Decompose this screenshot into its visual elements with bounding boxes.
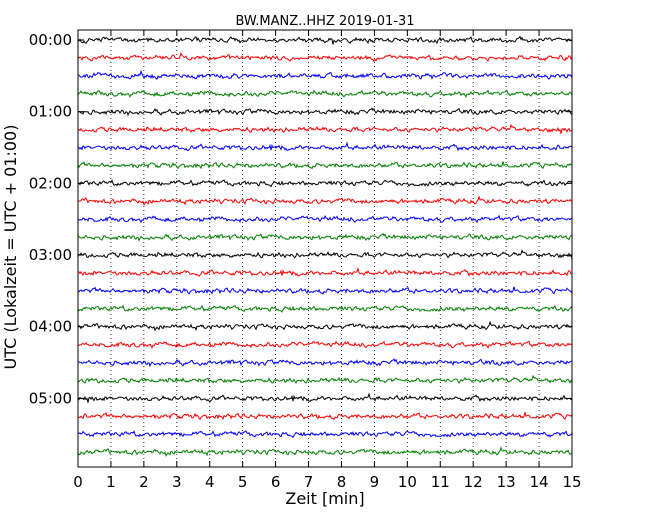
x-axis-label: Zeit [min] xyxy=(285,489,364,508)
seismogram-trace-0115 xyxy=(77,123,573,134)
x-tick-label: 14 xyxy=(530,473,549,491)
plot-frame xyxy=(77,29,573,468)
seismogram-trace-0315 xyxy=(78,267,572,277)
y-tick-label: 01:00 xyxy=(29,103,72,121)
x-tick-label: 2 xyxy=(139,473,149,491)
seismogram-trace-0000 xyxy=(77,35,573,45)
x-tick-label: 15 xyxy=(562,473,581,491)
seismogram-trace-0545 xyxy=(77,446,573,457)
x-tick-label: 13 xyxy=(497,473,516,491)
x-tick-label: 6 xyxy=(271,473,281,491)
seismogram-trace-0130 xyxy=(77,141,573,152)
y-tick-label: 03:00 xyxy=(29,246,72,264)
x-tick-label: 5 xyxy=(238,473,248,491)
seismogram-trace-0445 xyxy=(78,374,573,384)
x-tick-label: 12 xyxy=(464,473,483,491)
seismogram-trace-0245 xyxy=(77,232,573,242)
seismogram-trace-0515 xyxy=(77,412,573,421)
seismogram-trace-0215 xyxy=(77,195,573,206)
seismogram-trace-0430 xyxy=(77,358,573,368)
y-tick-label: 00:00 xyxy=(29,31,72,49)
x-tick-label: 0 xyxy=(73,473,83,491)
seismogram-trace-0145 xyxy=(77,161,573,170)
x-tick-label: 8 xyxy=(337,473,347,491)
grid-lines xyxy=(110,30,540,467)
seismogram-trace-0330 xyxy=(77,286,573,295)
x-tick-label: 11 xyxy=(431,473,450,491)
seismogram-trace-0400 xyxy=(77,320,573,332)
x-tick-label: 10 xyxy=(398,473,417,491)
seismogram-trace-0100 xyxy=(77,107,573,117)
x-tick-label: 1 xyxy=(106,473,116,491)
seismogram-trace-0345 xyxy=(77,304,573,313)
y-tick-label: 04:00 xyxy=(29,318,72,336)
y-axis-ticks: 00:00 01:00 02:00 03:00 04:00 05:00 xyxy=(29,31,572,407)
y-axis-label: UTC (Lokalzeit = UTC + 01:00) xyxy=(1,125,20,370)
seismogram-trace-0045 xyxy=(77,89,573,98)
x-tick-label: 3 xyxy=(172,473,182,491)
trace-group xyxy=(77,35,573,457)
y-tick-label: 02:00 xyxy=(29,174,72,192)
seismogram-trace-0415 xyxy=(77,340,573,349)
seismogram-trace-0030 xyxy=(77,69,573,80)
x-tick-label: 4 xyxy=(205,473,215,491)
seismogram-trace-0500 xyxy=(77,392,573,403)
seismogram-trace-0230 xyxy=(77,214,573,224)
x-tick-label: 9 xyxy=(370,473,380,491)
seismogram-trace-0530 xyxy=(77,430,573,439)
chart-title: BW.MANZ..HHZ 2019-01-31 xyxy=(235,14,414,29)
seismogram-trace-0300 xyxy=(77,249,573,260)
seismogram-trace-0015 xyxy=(77,52,573,63)
x-axis-ticks: 0 1 2 3 4 5 6 7 8 9 10 11 12 13 14 15 xyxy=(73,30,582,491)
y-tick-label: 05:00 xyxy=(29,389,72,407)
seismogram-trace-0200 xyxy=(77,179,573,188)
x-tick-label: 7 xyxy=(304,473,314,491)
